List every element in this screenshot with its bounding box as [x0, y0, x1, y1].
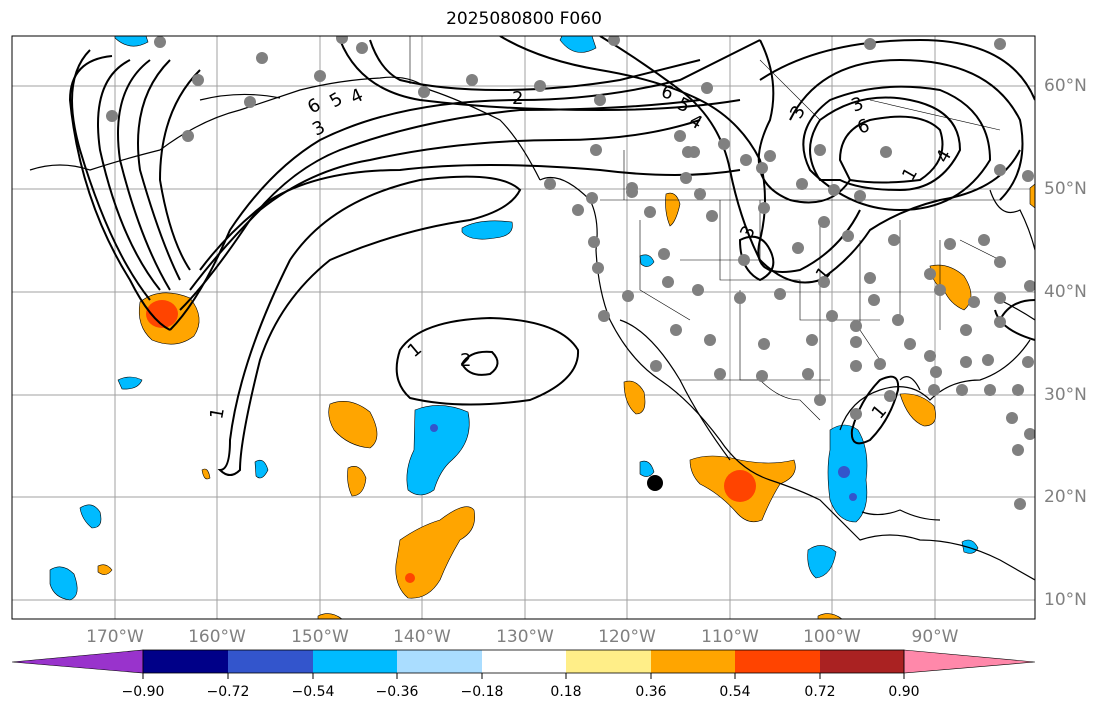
colorbar-tick-label: 0.54 [719, 684, 751, 700]
latitude-label: 20°N [1044, 487, 1087, 507]
longitude-label: 150°W [291, 627, 349, 647]
map-title: 2025080800 F060 [446, 9, 602, 29]
latitude-label: 30°N [1044, 385, 1087, 405]
colorbar-tick-label: −0.72 [206, 684, 250, 700]
colorbar-tick-label: 0.18 [550, 684, 582, 700]
latitude-label: 10°N [1044, 590, 1087, 610]
colorbar-tick-label: −0.18 [460, 684, 504, 700]
highlight-marker [647, 475, 663, 491]
colorbar-segment [143, 650, 228, 673]
colorbar-segment [482, 650, 566, 673]
colorbar-high-extension [903, 649, 1036, 674]
colorbar-tick-label: −0.36 [375, 684, 419, 700]
colorbar-segment [313, 650, 397, 673]
contour-label: 2 [512, 88, 523, 109]
colorbar [11, 649, 1036, 679]
contour-label: 2 [460, 350, 471, 371]
latitude-label: 50°N [1044, 179, 1087, 199]
contour-label: 1 [206, 406, 229, 421]
colorbar-segment [397, 650, 482, 673]
gridlines [12, 36, 1035, 619]
longitude-label: 130°W [496, 627, 554, 647]
longitude-label: 100°W [803, 627, 861, 647]
longitude-label: 110°W [701, 627, 759, 647]
political-borders [409, 36, 1001, 421]
station-markers [106, 36, 1035, 510]
colorbar-segment [228, 650, 313, 673]
colorbar-segment [566, 650, 651, 673]
strong-negative-spots [430, 424, 857, 501]
longitude-label: 120°W [598, 627, 656, 647]
colorbar-outline [142, 649, 905, 674]
colorbar-low-extension [11, 649, 144, 674]
map-frame [11, 35, 1036, 620]
strong-positive-spots [146, 300, 756, 583]
colorbar-segment [735, 650, 820, 673]
longitude-label: 90°W [911, 627, 959, 647]
latitude-label: 60°N [1044, 76, 1087, 96]
colorbar-tick-label: −0.90 [121, 684, 165, 700]
longitude-label: 170°W [86, 627, 144, 647]
colorbar-tick-label: −0.54 [291, 684, 335, 700]
colorbar-segment [651, 650, 735, 673]
longitude-label: 140°W [393, 627, 451, 647]
colorbar-tick-label: 0.72 [804, 684, 836, 700]
colorbar-tick-label: 0.90 [888, 684, 920, 700]
colorbar-segment [820, 650, 904, 673]
colorbar-tick-label: 0.36 [635, 684, 667, 700]
latitude-label: 40°N [1044, 282, 1087, 302]
longitude-label: 160°W [188, 627, 246, 647]
